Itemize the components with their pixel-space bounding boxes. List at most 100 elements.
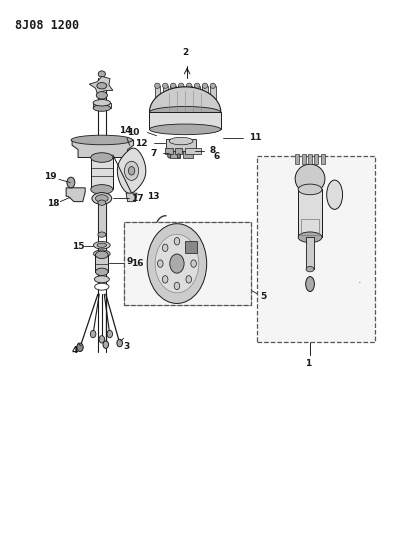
Ellipse shape [306, 266, 314, 272]
Circle shape [162, 244, 168, 252]
Bar [186, 86, 192, 102]
Circle shape [170, 254, 184, 273]
Ellipse shape [149, 107, 221, 118]
Bar [306, 237, 314, 269]
Ellipse shape [92, 192, 112, 204]
Bar [183, 151, 193, 158]
Bar [124, 222, 251, 305]
Ellipse shape [154, 83, 160, 88]
Text: 5: 5 [260, 292, 266, 301]
Polygon shape [117, 148, 146, 193]
Circle shape [177, 154, 180, 158]
Bar [314, 155, 318, 164]
Ellipse shape [91, 184, 113, 194]
Text: 1: 1 [305, 359, 311, 368]
Bar [185, 149, 201, 154]
Text: ·: · [358, 279, 361, 288]
Polygon shape [72, 140, 134, 158]
Bar [308, 155, 312, 164]
Circle shape [186, 244, 191, 252]
Bar [256, 156, 375, 342]
Ellipse shape [97, 243, 107, 247]
Circle shape [67, 177, 75, 188]
Ellipse shape [149, 124, 221, 135]
Ellipse shape [298, 232, 322, 243]
Ellipse shape [94, 250, 110, 257]
Ellipse shape [98, 200, 106, 205]
Text: 3: 3 [123, 342, 129, 351]
Ellipse shape [97, 83, 107, 89]
Bar [93, 103, 111, 108]
Text: 15: 15 [72, 242, 84, 251]
Ellipse shape [298, 184, 322, 195]
Bar [302, 155, 306, 164]
Circle shape [168, 154, 171, 158]
Ellipse shape [95, 283, 109, 290]
Bar [175, 149, 182, 154]
Ellipse shape [194, 83, 200, 88]
Ellipse shape [98, 71, 105, 77]
Ellipse shape [96, 92, 107, 99]
Ellipse shape [93, 105, 111, 111]
Bar [170, 151, 180, 158]
Circle shape [77, 343, 83, 352]
Bar [98, 203, 106, 235]
Bar [298, 189, 322, 237]
Text: 16: 16 [131, 259, 144, 268]
Bar [154, 86, 160, 102]
Ellipse shape [327, 180, 343, 209]
Text: 7: 7 [150, 149, 156, 158]
Text: 14: 14 [119, 126, 132, 135]
Circle shape [158, 260, 163, 267]
Text: 10: 10 [127, 128, 140, 137]
Bar [185, 241, 197, 253]
Ellipse shape [162, 83, 168, 88]
Bar [166, 139, 196, 151]
Circle shape [117, 340, 123, 347]
Bar [301, 219, 319, 235]
Ellipse shape [91, 153, 113, 163]
Bar [194, 86, 200, 102]
Ellipse shape [98, 232, 106, 237]
Circle shape [147, 224, 207, 303]
Ellipse shape [169, 138, 193, 145]
Text: 19: 19 [44, 172, 57, 181]
Circle shape [186, 276, 191, 283]
Bar [321, 155, 325, 164]
Circle shape [107, 330, 113, 338]
Circle shape [99, 336, 105, 343]
Ellipse shape [306, 277, 314, 292]
Bar [178, 86, 184, 102]
Ellipse shape [71, 135, 133, 145]
Ellipse shape [97, 252, 107, 256]
Ellipse shape [93, 100, 111, 106]
Ellipse shape [96, 195, 108, 202]
Circle shape [174, 238, 180, 245]
Bar [295, 155, 299, 164]
Text: 2: 2 [182, 48, 188, 57]
Circle shape [162, 276, 168, 283]
Ellipse shape [210, 83, 216, 88]
Polygon shape [126, 193, 137, 201]
Circle shape [90, 330, 96, 338]
Text: 13: 13 [147, 192, 160, 201]
Bar [202, 86, 208, 102]
Ellipse shape [178, 83, 184, 88]
Bar [170, 86, 176, 102]
Ellipse shape [295, 164, 325, 193]
Circle shape [174, 282, 180, 289]
Bar [91, 158, 113, 189]
Circle shape [125, 161, 139, 180]
Text: 18: 18 [47, 199, 60, 208]
Circle shape [129, 166, 135, 175]
Ellipse shape [186, 83, 192, 88]
Ellipse shape [202, 83, 208, 88]
Polygon shape [66, 188, 85, 201]
Ellipse shape [96, 268, 108, 276]
Ellipse shape [94, 276, 109, 282]
Ellipse shape [97, 100, 107, 106]
Text: 9: 9 [127, 257, 133, 266]
Circle shape [103, 341, 109, 349]
Text: 11: 11 [250, 133, 262, 142]
Text: 4: 4 [72, 346, 78, 355]
